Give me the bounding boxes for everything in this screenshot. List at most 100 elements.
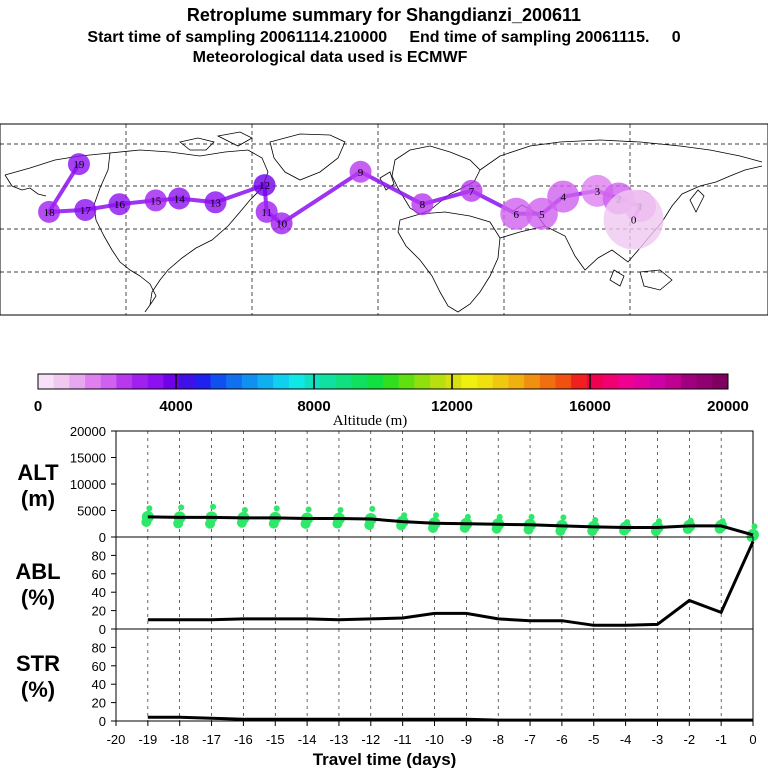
panel-ylabel: STR <box>16 651 60 676</box>
panel-alt: 20000 15000 10000 5000 0 ALT(m) <box>17 424 759 545</box>
plume-marker-label: 10 <box>276 218 288 230</box>
colorbar-cell <box>210 374 227 389</box>
x-tick-label: -9 <box>461 732 473 747</box>
x-tick-label: -19 <box>138 732 157 747</box>
plume-marker-label: 9 <box>358 167 364 179</box>
colorbar-cell <box>163 374 180 389</box>
x-tick-label: -5 <box>588 732 600 747</box>
colorbar-cell <box>100 374 117 389</box>
x-tick-label: -20 <box>107 732 126 747</box>
colorbar-cell <box>53 374 70 389</box>
x-tick-label: 0 <box>749 732 756 747</box>
plume-marker-label: 5 <box>539 209 545 221</box>
plume-marker-label: 16 <box>114 199 126 211</box>
x-tick-label: -13 <box>330 732 349 747</box>
x-tick-label: -2 <box>684 732 696 747</box>
colorbar-cell <box>712 374 729 389</box>
y-tick-label: 60 <box>92 567 106 582</box>
colorbar-cell <box>273 374 290 389</box>
chart-title: Retroplume summary for Shangdianzi_20061… <box>187 5 581 25</box>
colorbar-cell <box>398 374 415 389</box>
series-line <box>147 540 755 627</box>
colorbar-tick-label: 16000 <box>569 398 611 415</box>
plume-marker-label: 4 <box>560 192 566 204</box>
x-tick-label: -18 <box>170 732 189 747</box>
x-tick-label: -16 <box>234 732 253 747</box>
plume-marker-label: 8 <box>420 199 426 211</box>
plume-marker-label: 6 <box>514 209 520 221</box>
alt-scatter-point <box>560 514 567 521</box>
colorbar-cells <box>38 374 729 389</box>
colorbar-cell <box>633 374 651 389</box>
colorbar-cell <box>445 374 462 389</box>
colorbar-cell <box>85 374 102 389</box>
colorbar-cell <box>586 374 604 389</box>
x-tick-label: -17 <box>202 732 221 747</box>
colorbar-cell <box>492 374 509 389</box>
colorbar-cell <box>304 374 321 389</box>
x-tick-label: -15 <box>266 732 285 747</box>
y-tick-label: 40 <box>92 677 106 692</box>
colorbar-tick-label: 0 <box>34 398 42 415</box>
panel-ylabel-unit: (%) <box>21 677 55 702</box>
colorbar-cell <box>680 374 698 389</box>
plume-marker <box>603 189 664 250</box>
alt-scatter-point <box>624 519 631 526</box>
x-tick-label: -7 <box>524 732 536 747</box>
colorbar-tick-label: 20000 <box>707 398 749 415</box>
alt-scatter-point <box>496 513 503 520</box>
y-tick-label: 0 <box>99 530 106 545</box>
alt-scatter-point <box>146 505 153 512</box>
series-line <box>147 715 753 722</box>
plume-marker-label: 11 <box>261 207 272 219</box>
colorbar-cell <box>132 374 149 389</box>
plume-marker-label: 12 <box>259 180 270 192</box>
colorbar-cell <box>116 374 133 389</box>
time-series-panels: 20000150001000050000ALT(m)806040200ABL(%… <box>15 424 759 768</box>
colorbar-cell <box>335 374 353 389</box>
plume-marker <box>67 153 90 176</box>
colorbar-tick-label: 8000 <box>297 398 330 415</box>
colorbar-cell <box>226 374 243 389</box>
plume-markers: 191817161514131211109876543210 <box>38 153 664 250</box>
alt-scatter-point <box>719 518 726 525</box>
plume-marker <box>500 197 533 230</box>
colorbar-tick-label: 12000 <box>431 398 473 415</box>
alt-scatter-point <box>241 506 248 513</box>
colorbar-cell <box>69 374 86 389</box>
plume-marker-label: 7 <box>469 186 475 198</box>
colorbar-cell <box>696 374 713 389</box>
plume-marker <box>144 189 167 212</box>
y-tick-label: 10000 <box>70 477 106 492</box>
x-tick-label: -8 <box>492 732 504 747</box>
panel-abl: 80 60 40 20 0 ABL(%) <box>15 536 755 637</box>
colorbar-cell <box>367 374 384 389</box>
colorbar-cell <box>665 374 682 389</box>
plume-marker <box>204 191 227 214</box>
colorbar-cell <box>618 374 635 389</box>
y-tick-label: 15000 <box>70 451 106 466</box>
colorbar-cell <box>179 374 196 389</box>
colorbar-ticks: 0 4000 8000 12000 16000 20000 <box>34 374 749 415</box>
y-tick-label: 80 <box>92 640 106 655</box>
chart-subtitle-meteo: Meteorological data used is ECMWF <box>193 49 468 66</box>
alt-scatter-point <box>528 513 535 520</box>
plume-marker <box>349 160 372 183</box>
plume-marker-label: 14 <box>174 193 186 205</box>
colorbar-label: Altitude (m) <box>333 413 408 429</box>
plume-marker-label: 15 <box>150 195 162 207</box>
plume-marker <box>547 180 580 213</box>
plume-marker <box>460 179 483 202</box>
plume-marker-label: 19 <box>73 159 85 171</box>
alt-scatter-point <box>687 517 694 524</box>
plume-marker <box>74 198 97 221</box>
plume-marker <box>411 193 434 216</box>
x-tick-label: -3 <box>652 732 664 747</box>
alt-scatter-point <box>401 512 408 519</box>
alt-scatter-point <box>655 518 662 525</box>
colorbar-cell <box>571 374 588 389</box>
colorbar-cell <box>430 374 447 389</box>
colorbar-cell <box>477 374 494 389</box>
colorbar-cell <box>241 374 259 389</box>
x-tick-label: -14 <box>298 732 317 747</box>
